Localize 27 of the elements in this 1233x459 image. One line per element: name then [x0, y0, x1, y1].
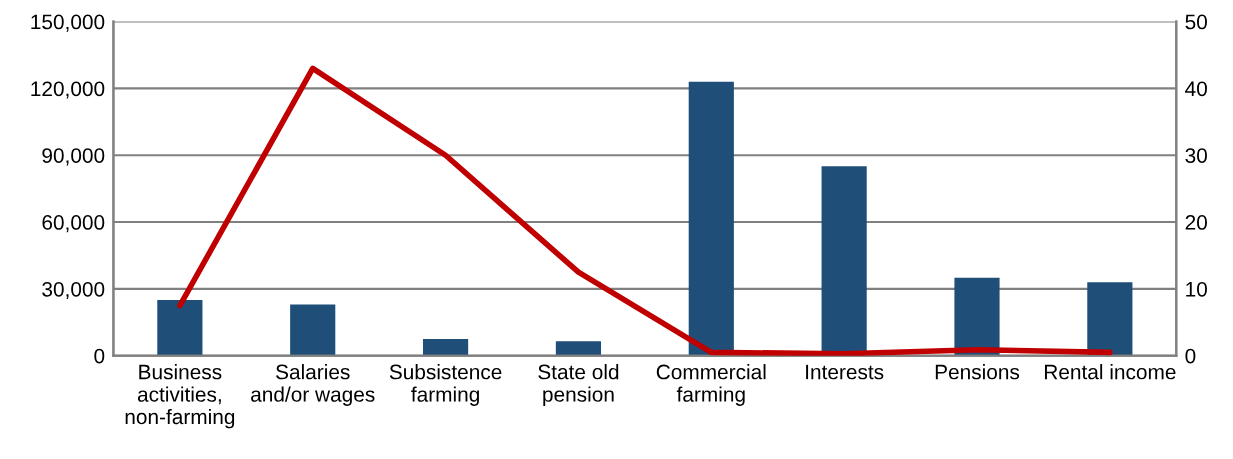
y-tick-label: 0	[94, 348, 105, 364]
x-tick-label: Subsistence farming	[389, 364, 502, 406]
x-tick-label: Business activities, non-farming	[125, 364, 235, 429]
y-tick-label: 60,000	[42, 215, 105, 233]
x-tick-label: State old pension	[538, 364, 619, 406]
bar	[290, 304, 336, 356]
y-tick-label: 30,000	[42, 281, 105, 300]
y2-tick-label: 30	[1185, 148, 1207, 163]
bar	[688, 81, 734, 356]
y2-tick-label: 0	[1185, 348, 1196, 364]
y-tick-label: 120,000	[31, 81, 105, 99]
bar	[555, 341, 602, 356]
bar	[1087, 282, 1133, 356]
bar	[157, 300, 203, 356]
y2-tick-label: 40	[1185, 81, 1207, 97]
x-tick-label: Salaries and/or wages	[251, 364, 375, 406]
y2-tick-label: 10	[1186, 281, 1207, 297]
x-tick-label: Pensions	[935, 364, 1020, 380]
x-tick-label: Commercial farming	[656, 364, 766, 406]
y2-tick-label: 50	[1185, 14, 1207, 30]
y2-tick-label: 20	[1185, 215, 1207, 230]
bar	[954, 277, 1000, 356]
y-tick-label: 150,000	[31, 14, 105, 32]
x-tick-label: Rental income	[1044, 364, 1176, 380]
bar	[422, 339, 469, 356]
y-tick-label: 90,000	[42, 148, 105, 166]
x-tick-label: Interests	[806, 364, 884, 380]
